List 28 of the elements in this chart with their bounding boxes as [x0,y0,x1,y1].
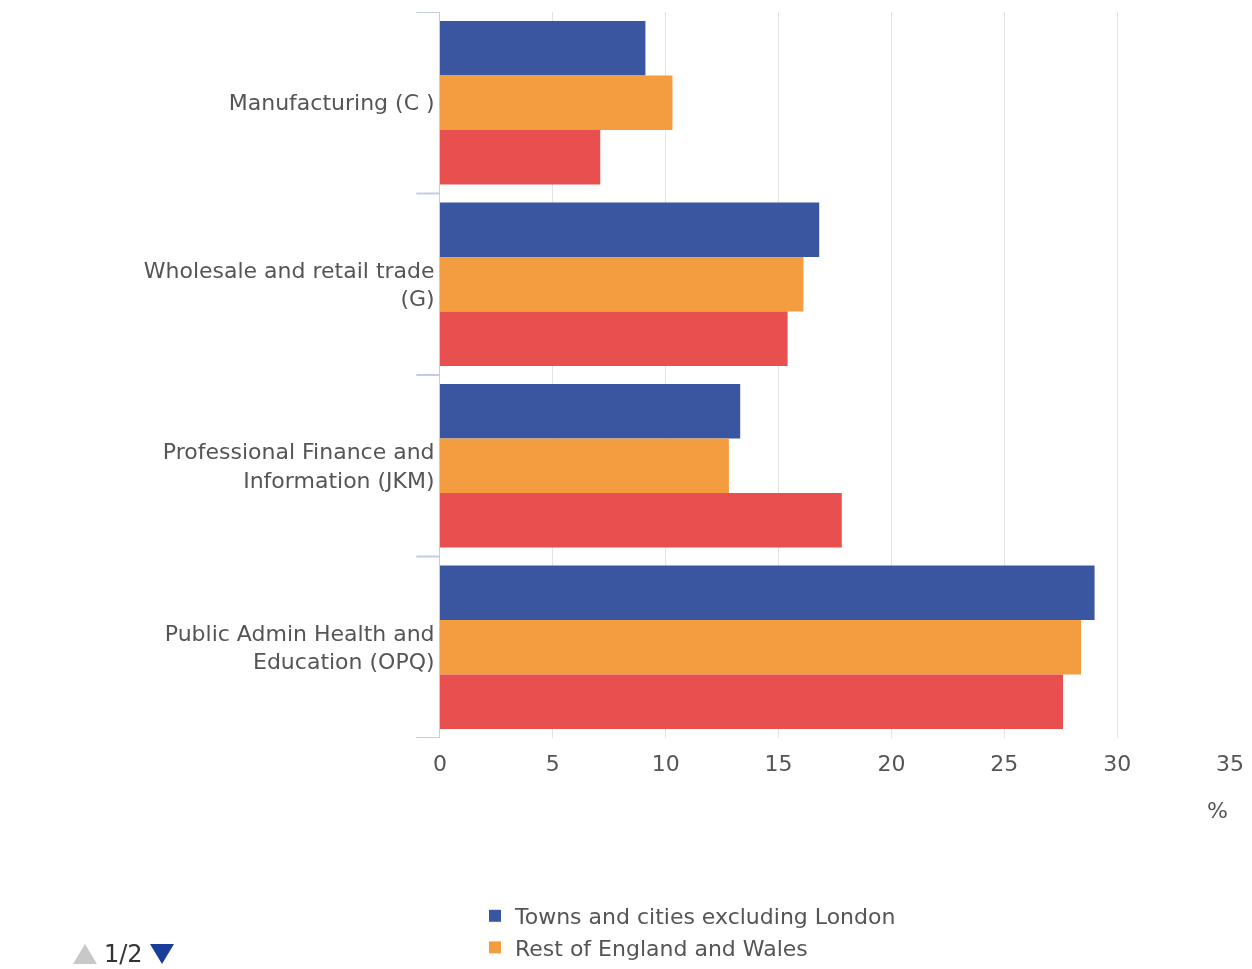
bar [440,565,1095,621]
bar [440,384,741,439]
x-tick-label: 5 [545,751,560,776]
text: 1/2 [104,940,143,968]
x-tick-label: 0 [433,751,447,776]
bar [440,21,646,76]
legend-label: Towns and cities excluding London [514,904,896,930]
bar [440,674,1063,729]
bar [440,257,804,312]
bar [440,492,842,548]
bar [440,75,673,130]
bar [440,202,820,258]
y-tick-label: Professional Finance and Information (JKM) [162,439,435,493]
bar [440,311,788,366]
x-tick-label: 10 [651,751,680,776]
legend-label: Rest of England and Wales [515,935,808,961]
x-tick-label: 20 [877,751,906,776]
y-tick-label: Manufacturing (C ) [228,90,435,116]
x-tick-label: 30 [1103,751,1132,776]
x-tick-label: 15 [764,751,793,776]
y-tick-label: Wholesale and retail trade (G) [143,257,435,312]
x-tick-label: 25 [990,751,1019,776]
x-tick-label: 35 [1216,751,1244,776]
x-axis-title: % [1207,798,1228,823]
y-tick-label: Public Admin Health and Education (OPQ) [164,620,435,675]
bar [440,438,729,493]
bar [440,620,1082,675]
bar [440,129,601,185]
